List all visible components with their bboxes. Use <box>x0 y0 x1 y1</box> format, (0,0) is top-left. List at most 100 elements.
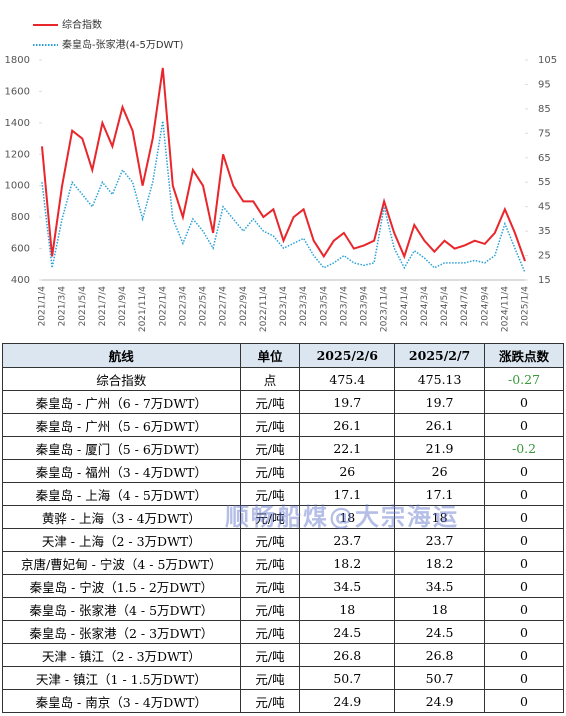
y-tick-label: 1000 <box>5 181 30 192</box>
header-row: 航线 单位 2025/2/6 2025/2/7 涨跌点数 <box>2 343 564 368</box>
x-tick-label: 2021/7/4 <box>98 286 108 327</box>
y2-tick-label: 65 <box>538 153 551 164</box>
table-cell: 元/吨 <box>239 620 301 644</box>
y2-tick-label: 35 <box>538 226 551 237</box>
table-cell: 元/吨 <box>239 666 301 690</box>
y2-tick-label: 45 <box>538 202 551 213</box>
header-cell: 单位 <box>239 343 301 368</box>
table-cell: -0.2 <box>484 436 564 460</box>
chart: 400 600 800 1000 1200 1400 1600 1800 15 25 35 45 55 6… <box>5 18 558 332</box>
table-cell: 26.8 <box>394 643 486 667</box>
y-tick-label: 800 <box>11 212 30 223</box>
table-cell: 24.9 <box>394 689 486 713</box>
x-tick-label: 2024/5/4 <box>440 286 450 327</box>
table-cell: 19.7 <box>299 390 396 414</box>
table-cell: 综合指数 <box>2 367 241 391</box>
table-row: 秦皇岛 - 广州（6 - 7万DWT） 元/吨 19.7 19.7 0 <box>2 390 564 414</box>
header-cell: 2025/2/7 <box>394 343 486 368</box>
table-cell: 天津 - 上海（2 - 3万DWT） <box>2 528 241 552</box>
table-row: 天津 - 镇江（1 - 1.5万DWT） 元/吨 50.7 50.7 0 <box>2 666 564 690</box>
table-cell: 0 <box>484 482 564 506</box>
table-row: 秦皇岛 - 厦门（5 - 6万DWT） 元/吨 22.1 21.9 -0.2 <box>2 436 564 460</box>
x-tick-label: 2024/9/4 <box>480 286 490 327</box>
table-cell: 元/吨 <box>239 597 301 621</box>
x-tick-label: 2022/7/4 <box>219 286 229 327</box>
table-cell: 23.7 <box>299 528 396 552</box>
x-tick-label: 2022/1/4 <box>158 286 168 327</box>
x-tick-label: 2022/5/4 <box>199 286 209 327</box>
y-tick-label: 1800 <box>5 55 30 66</box>
y2-tick-label: 55 <box>538 177 551 188</box>
table-cell: 元/吨 <box>239 574 301 598</box>
table-cell: 秦皇岛 - 宁波（1.5 - 2万DWT） <box>2 574 241 598</box>
table-cell: 元/吨 <box>239 551 301 575</box>
table-row: 天津 - 镇江（2 - 3万DWT） 元/吨 26.8 26.8 0 <box>2 643 564 667</box>
table-cell: 元/吨 <box>239 482 301 506</box>
y-tick-label: 1400 <box>5 118 30 129</box>
table-cell: 18.2 <box>299 551 396 575</box>
table-cell: -0.27 <box>484 367 564 391</box>
x-tick-label: 2021/3/4 <box>58 286 68 327</box>
table-row: 秦皇岛 - 张家港（4 - 5万DWT） 元/吨 18 18 0 <box>2 597 564 621</box>
x-tick-label: 2023/11/4 <box>380 286 390 332</box>
x-tick-label: 2022/11/4 <box>259 286 269 332</box>
x-tick-label: 2025/1/4 <box>521 286 531 327</box>
y2-tick-label: 75 <box>538 128 551 139</box>
table-row: 秦皇岛 - 张家港（2 - 3万DWT） 元/吨 24.5 24.5 0 <box>2 620 564 644</box>
x-tick-label: 2023/9/4 <box>360 286 370 327</box>
table-cell: 19.7 <box>394 390 486 414</box>
table-cell: 黄骅 - 上海（3 - 4万DWT） <box>2 505 241 529</box>
table-cell: 元/吨 <box>239 459 301 483</box>
table-cell: 0 <box>484 620 564 644</box>
table-cell: 点 <box>239 367 301 391</box>
table-cell: 秦皇岛 - 南京（3 - 4万DWT） <box>2 689 241 713</box>
x-tick-label: 2023/5/4 <box>319 286 329 327</box>
table-cell: 26.8 <box>299 643 396 667</box>
table-cell: 秦皇岛 - 张家港（2 - 3万DWT） <box>2 620 241 644</box>
table-cell: 0 <box>484 666 564 690</box>
table-cell: 26.1 <box>299 413 396 437</box>
table-row: 秦皇岛 - 广州（5 - 6万DWT） 元/吨 26.1 26.1 0 <box>2 413 564 437</box>
table-cell: 24.5 <box>299 620 396 644</box>
x-tick-label: 2023/3/4 <box>299 286 309 327</box>
x-tick-label: 2023/7/4 <box>339 286 349 327</box>
table-cell: 0 <box>484 390 564 414</box>
table-cell: 34.5 <box>299 574 396 598</box>
x-tick-label: 2021/1/4 <box>38 286 48 327</box>
y2-tick-label: 95 <box>538 79 551 90</box>
table-cell: 秦皇岛 - 厦门（5 - 6万DWT） <box>2 436 241 460</box>
table-cell: 元/吨 <box>239 390 301 414</box>
table-cell: 元/吨 <box>239 413 301 437</box>
table-cell: 50.7 <box>299 666 396 690</box>
y-tick-label: 600 <box>11 244 30 255</box>
x-tick-label: 2022/3/4 <box>178 286 188 327</box>
y-tick-label: 1200 <box>5 149 30 160</box>
x-tick-label: 2021/9/4 <box>118 286 128 327</box>
table-cell: 24.5 <box>394 620 486 644</box>
table-cell: 18 <box>394 505 486 529</box>
x-tick-label: 2021/5/4 <box>78 286 88 327</box>
x-tick-label: 2022/9/4 <box>239 286 249 327</box>
table-cell: 26 <box>299 459 396 483</box>
table-row: 京唐/曹妃甸 - 宁波（4 - 5万DWT） 元/吨 18.2 18.2 0 <box>2 551 564 575</box>
x-tick-label: 2021/11/4 <box>138 286 148 332</box>
table-row: 综合指数点 475.4 475.13 -0.27 <box>2 367 564 391</box>
table-cell: 元/吨 <box>239 528 301 552</box>
table-cell: 34.5 <box>394 574 486 598</box>
table-cell: 0 <box>484 574 564 598</box>
table-cell: 26 <box>394 459 486 483</box>
series-line <box>41 67 526 262</box>
watermark: 顺畅船煤@大宗海运 <box>225 503 459 531</box>
table-cell: 元/吨 <box>239 436 301 460</box>
table-cell: 0 <box>484 689 564 713</box>
table-cell: 0 <box>484 505 564 529</box>
table-cell: 天津 - 镇江（1 - 1.5万DWT） <box>2 666 241 690</box>
table-cell: 18 <box>394 597 486 621</box>
table-cell: 天津 - 镇江（2 - 3万DWT） <box>2 643 241 667</box>
y2-tick-label: 105 <box>538 55 557 66</box>
table-cell: 秦皇岛 - 福州（3 - 4万DWT） <box>2 459 241 483</box>
y2-tick-label: 25 <box>538 251 551 262</box>
table-cell: 18 <box>299 597 396 621</box>
table-cell: 元/吨 <box>239 689 301 713</box>
